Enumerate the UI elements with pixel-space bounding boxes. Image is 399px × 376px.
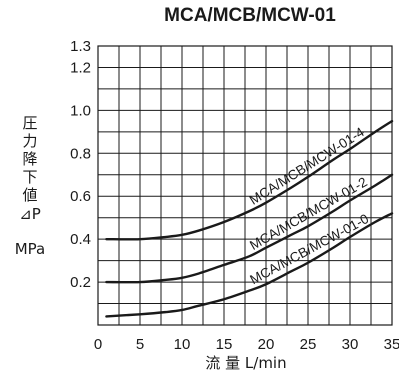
y-axis-label: 圧 力 降 下 値 ⊿P MPa [15, 114, 46, 258]
y-axis-unit: MPa [15, 240, 46, 258]
x-tick-label: 5 [136, 336, 144, 353]
x-tick-labels: 0 5 10 15 20 25 30 35 [94, 336, 399, 353]
y-tick-label: 1.3 [70, 38, 91, 55]
x-tick-label: 30 [342, 336, 359, 353]
y-tick-labels: 0.2 0.4 0.6 0.8 1.0 1.2 1.3 [70, 38, 91, 291]
plot-frame [97, 45, 393, 326]
y-axis-label-char-3: 降 [22, 150, 37, 168]
y-axis-label-char-4: 下 [22, 168, 37, 186]
x-axis-label: 流 量 L/min [205, 354, 286, 372]
x-tick-label: 0 [94, 336, 102, 353]
x-tick-label: 20 [258, 336, 275, 353]
series-line-1 [105, 119, 394, 241]
y-tick-label: 1.0 [70, 102, 91, 119]
y-tick-label: 0.4 [70, 231, 91, 248]
y-axis-label-char-2: 力 [22, 132, 37, 150]
y-axis-label-char-1: 圧 [22, 114, 37, 132]
x-tick-label: 10 [174, 336, 191, 353]
y-tick-label: 0.8 [70, 145, 91, 162]
x-tick-label: 15 [216, 336, 233, 353]
y-tick-label: 0.2 [70, 274, 91, 291]
x-tick-label: 35 [384, 336, 399, 353]
series-line-3 [105, 212, 394, 318]
y-tick-label: 1.2 [70, 59, 91, 76]
chart-title: MCA/MCB/MCW-01 [164, 5, 336, 26]
x-tick-label: 25 [300, 336, 317, 353]
y-tick-label: 0.6 [70, 188, 91, 205]
series-line-2 [105, 173, 394, 284]
y-axis-label-char-5: 値 [22, 186, 37, 204]
y-axis-label-char-6: ⊿P [19, 205, 41, 223]
curves [105, 119, 394, 318]
